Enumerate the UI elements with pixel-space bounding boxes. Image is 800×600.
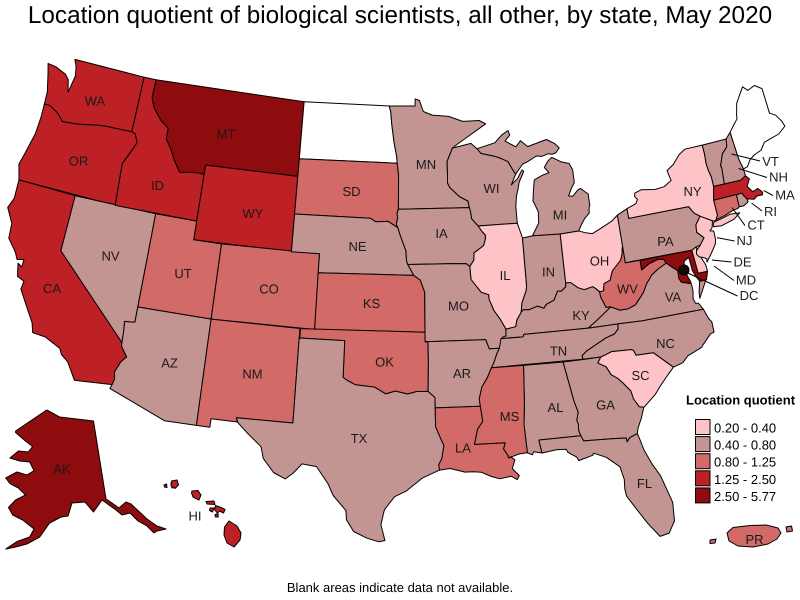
svg-text:TN: TN [550, 344, 567, 359]
svg-text:RI: RI [764, 204, 777, 219]
svg-text:KY: KY [572, 308, 590, 323]
svg-text:0.80 - 1.25: 0.80 - 1.25 [714, 455, 776, 470]
svg-text:UT: UT [174, 266, 191, 281]
svg-text:PR: PR [745, 532, 763, 547]
svg-text:CO: CO [259, 282, 279, 297]
svg-text:NV: NV [101, 249, 119, 264]
svg-text:NM: NM [242, 367, 262, 382]
svg-text:0.40 - 0.80: 0.40 - 0.80 [714, 438, 776, 453]
svg-text:Location quotient of biologica: Location quotient of biological scientis… [28, 2, 772, 29]
svg-text:CA: CA [43, 281, 61, 296]
svg-text:VT: VT [762, 154, 779, 169]
svg-text:NC: NC [656, 336, 675, 351]
svg-text:OK: OK [375, 355, 394, 370]
svg-text:1.25 - 2.50: 1.25 - 2.50 [714, 472, 776, 487]
svg-text:FL: FL [637, 476, 652, 491]
svg-text:OH: OH [590, 254, 610, 269]
svg-text:TX: TX [351, 431, 368, 446]
svg-text:MS: MS [500, 409, 520, 424]
svg-text:CT: CT [747, 218, 764, 233]
svg-text:WV: WV [617, 282, 638, 297]
svg-text:MI: MI [553, 208, 567, 223]
svg-text:DC: DC [740, 288, 759, 303]
svg-text:HI: HI [189, 509, 202, 524]
svg-text:PA: PA [657, 234, 674, 249]
svg-text:MT: MT [217, 127, 236, 142]
svg-text:IN: IN [542, 265, 555, 280]
svg-text:Location quotient: Location quotient [686, 393, 796, 408]
svg-text:NY: NY [683, 184, 701, 199]
svg-text:MN: MN [416, 157, 436, 172]
svg-text:NE: NE [348, 239, 366, 254]
svg-text:KS: KS [363, 296, 381, 311]
svg-text:AK: AK [53, 462, 71, 477]
svg-text:DE: DE [733, 255, 751, 270]
svg-text:ID: ID [151, 178, 164, 193]
svg-text:SC: SC [631, 368, 649, 383]
svg-text:2.50 - 5.77: 2.50 - 5.77 [714, 489, 776, 504]
svg-text:MA: MA [775, 188, 795, 203]
svg-text:GA: GA [596, 398, 615, 413]
svg-text:MO: MO [448, 299, 469, 314]
svg-text:LA: LA [455, 441, 471, 456]
svg-text:AZ: AZ [161, 356, 178, 371]
svg-text:WI: WI [484, 181, 500, 196]
svg-text:NJ: NJ [737, 233, 753, 248]
svg-text:IL: IL [500, 268, 511, 283]
svg-text:WY: WY [243, 206, 264, 221]
svg-text:AR: AR [453, 366, 471, 381]
svg-text:WA: WA [85, 94, 106, 109]
svg-text:NH: NH [769, 170, 788, 185]
svg-text:SD: SD [342, 184, 360, 199]
svg-text:0.20 - 0.40: 0.20 - 0.40 [714, 421, 776, 436]
svg-text:VA: VA [665, 290, 682, 305]
svg-text:OR: OR [69, 154, 89, 169]
svg-text:IA: IA [435, 226, 448, 241]
svg-text:Blank areas indicate data not: Blank areas indicate data not available. [287, 580, 513, 595]
svg-text:AL: AL [548, 400, 564, 415]
svg-text:MD: MD [736, 273, 756, 288]
